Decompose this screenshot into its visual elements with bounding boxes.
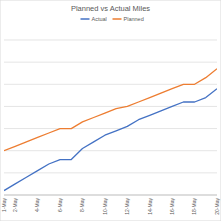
title: Planned vs Actual Miles — [71, 4, 150, 13]
x-tick-label: 18-May — [191, 198, 197, 215]
grid-line — [4, 172, 217, 173]
x-axis — [4, 195, 217, 196]
x-tick-label: 4-May — [34, 198, 40, 212]
grid-line — [4, 106, 217, 107]
x-tick-label: 10-May — [102, 198, 108, 215]
x-tick-label: 1-May — [1, 198, 7, 212]
x-tick-label: 6-May — [57, 198, 63, 212]
grid-line — [4, 195, 217, 196]
plot-area — [4, 69, 217, 191]
series-line — [4, 69, 217, 151]
x-tick-label: 2-May — [12, 198, 18, 212]
grid-line — [4, 40, 217, 41]
grid-line — [4, 62, 217, 63]
x-tick-label: 14-May — [147, 198, 153, 215]
legend-swatch — [113, 18, 122, 20]
x-tick-label: 20-May — [214, 198, 220, 215]
legend-label: Planned — [124, 16, 144, 22]
grid-line — [4, 150, 217, 151]
x-tick-label: 16-May — [169, 198, 175, 215]
background — [0, 0, 221, 221]
grid-line — [4, 128, 217, 129]
chart: Planned vs Actual Miles 1-May 2-May 4-May 6-… — [0, 0, 221, 221]
x-tick-label: 12-May — [124, 198, 130, 215]
legend-swatch — [81, 18, 90, 20]
series-line — [4, 89, 217, 191]
x-tick-label: 8-May — [79, 198, 85, 212]
legend-label: Actual — [92, 16, 107, 22]
